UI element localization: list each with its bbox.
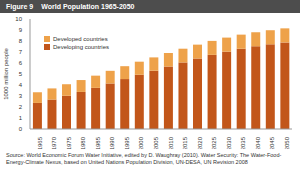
svg-text:9: 9 xyxy=(19,27,23,33)
svg-text:0: 0 xyxy=(19,126,23,132)
svg-text:2015: 2015 xyxy=(182,136,188,149)
html-text:Source: World Economic Forum W: Source: World Economic Forum Water Initi… xyxy=(6,152,282,165)
svg-text:1995: 1995 xyxy=(124,136,130,149)
html-text:Developing countries: Developing countries xyxy=(53,44,109,50)
svg-text:2025: 2025 xyxy=(211,136,217,149)
svg-text:1985: 1985 xyxy=(95,136,101,149)
svg-text:2: 2 xyxy=(19,104,23,110)
svg-text:2020: 2020 xyxy=(197,136,203,149)
svg-text:1: 1 xyxy=(19,115,23,121)
svg-text:2035: 2035 xyxy=(240,136,246,149)
svg-text:1000 million people: 1000 million people xyxy=(8,47,9,99)
svg-text:1980: 1980 xyxy=(80,136,86,149)
svg-text:1970: 1970 xyxy=(51,136,57,149)
svg-text:1965: 1965 xyxy=(37,136,43,149)
svg-text:10: 10 xyxy=(15,16,22,22)
html-text:Figure 9: Figure 9 xyxy=(6,3,34,10)
svg-text:2045: 2045 xyxy=(269,136,275,149)
html-text:World Population 1965-2050: World Population 1965-2050 xyxy=(41,3,135,10)
svg-text:4: 4 xyxy=(19,82,23,88)
svg-text:2050: 2050 xyxy=(284,136,290,149)
svg-text:7: 7 xyxy=(19,49,23,55)
svg-text:2000: 2000 xyxy=(138,136,144,149)
html-text:Developed countries: Developed countries xyxy=(53,36,108,42)
svg-text:5: 5 xyxy=(19,71,23,77)
svg-text:2010: 2010 xyxy=(168,136,174,149)
svg-text:8: 8 xyxy=(19,38,23,44)
svg-text:2030: 2030 xyxy=(226,136,232,149)
svg-text:6: 6 xyxy=(19,60,23,66)
svg-text:1990: 1990 xyxy=(109,136,115,149)
svg-text:2005: 2005 xyxy=(153,136,159,149)
svg-text:1975: 1975 xyxy=(66,136,72,149)
svg-text:3: 3 xyxy=(19,93,23,99)
svg-text:2040: 2040 xyxy=(255,136,261,149)
